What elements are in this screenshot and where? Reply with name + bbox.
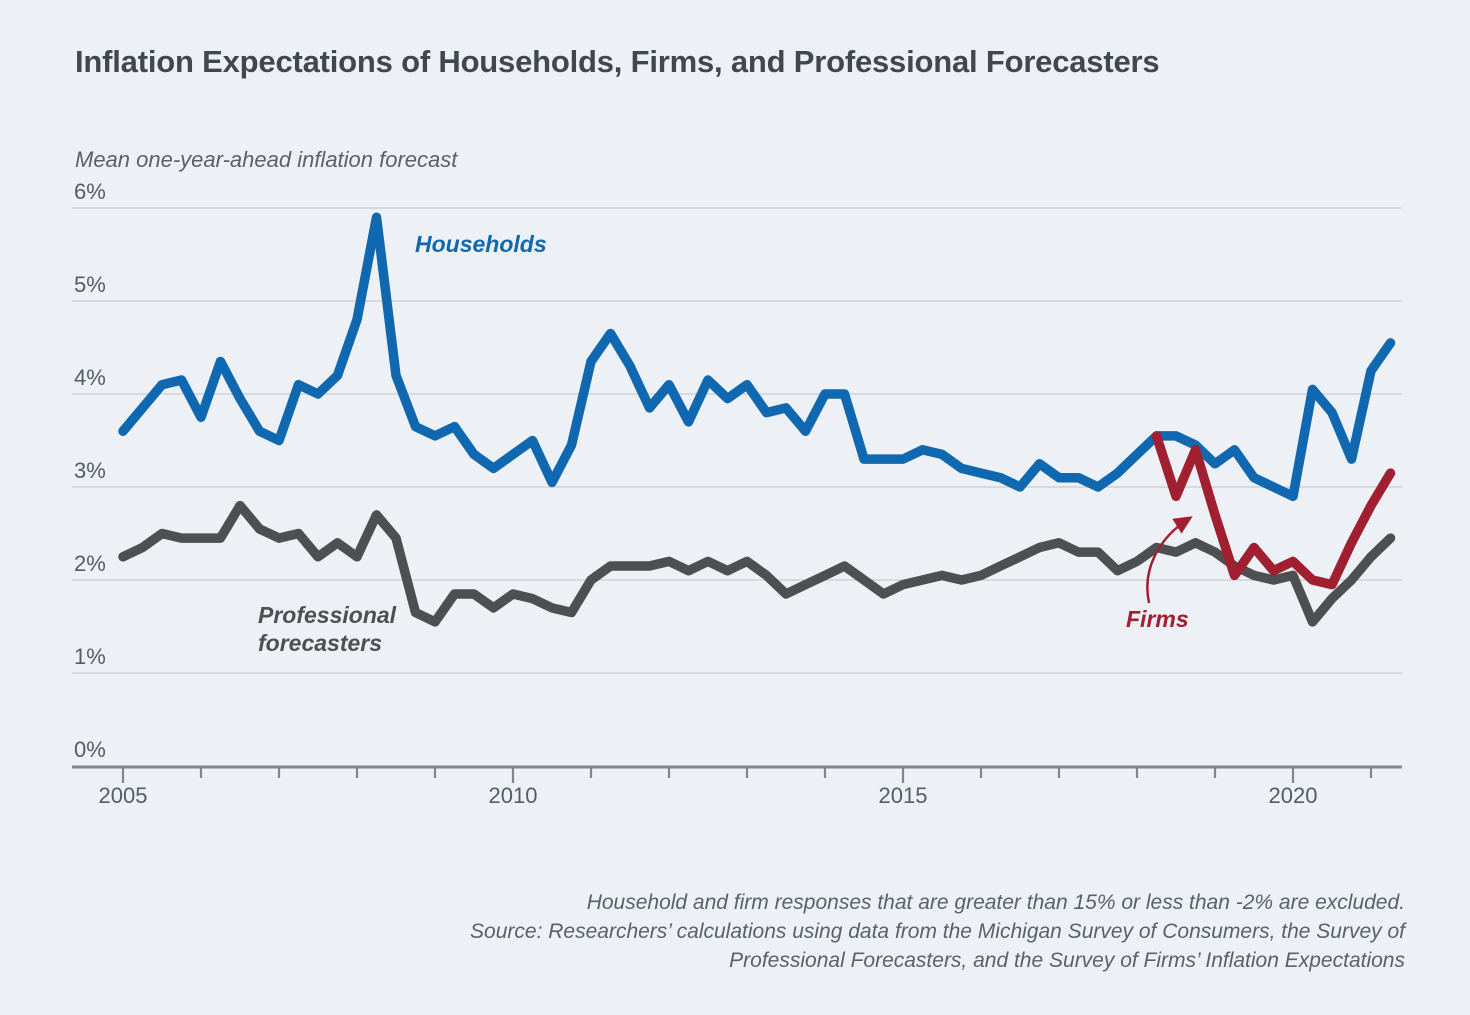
y-tick-label-1pct: 1% xyxy=(74,644,106,669)
professional-forecasters-series-label-line2: forecasters xyxy=(258,630,382,656)
footer-notes: Household and firm responses that are gr… xyxy=(285,888,1405,975)
x-tick-label-2010: 2010 xyxy=(489,783,538,808)
professional-forecasters-line xyxy=(118,500,1396,627)
footnote-source-line1: Source: Researchers’ calculations using … xyxy=(470,920,1405,943)
y-tick-label-3pct: 3% xyxy=(74,458,106,483)
page-title: Inflation Expectations of Households, Fi… xyxy=(75,44,1160,79)
professional-forecasters-series-label-line1: Professional xyxy=(258,602,397,628)
households-line xyxy=(118,212,1396,502)
y-tick-label-4pct: 4% xyxy=(74,365,106,390)
y-tick-label-0pct: 0% xyxy=(74,737,106,762)
y-tick-label-5pct: 5% xyxy=(74,272,106,297)
footnote-source-line2: Professional Forecasters, and the Survey… xyxy=(729,949,1405,972)
series-lines xyxy=(118,212,1396,627)
axes xyxy=(72,765,1402,783)
y-tick-label-6pct: 6% xyxy=(74,179,106,204)
x-tick-label-2020: 2020 xyxy=(1269,783,1318,808)
y-tick-label-2pct: 2% xyxy=(74,551,106,576)
firms-annotation-arrow xyxy=(1146,516,1193,604)
x-tick-label-2015: 2015 xyxy=(879,783,928,808)
x-axis-tick-labels: 2005 2010 2015 2020 xyxy=(99,783,1318,808)
x-tick-label-2005: 2005 xyxy=(99,783,148,808)
households-series-label: Households xyxy=(415,231,547,257)
y-axis-tick-labels: 6% 5% 4% 3% 2% 1% 0% xyxy=(74,179,106,762)
chart-y-axis-title: Mean one-year-ahead inflation forecast xyxy=(75,147,458,172)
footnote-exclusions: Household and firm responses that are gr… xyxy=(586,891,1405,914)
firms-series-label: Firms xyxy=(1126,606,1189,632)
firms-line xyxy=(1151,431,1396,590)
